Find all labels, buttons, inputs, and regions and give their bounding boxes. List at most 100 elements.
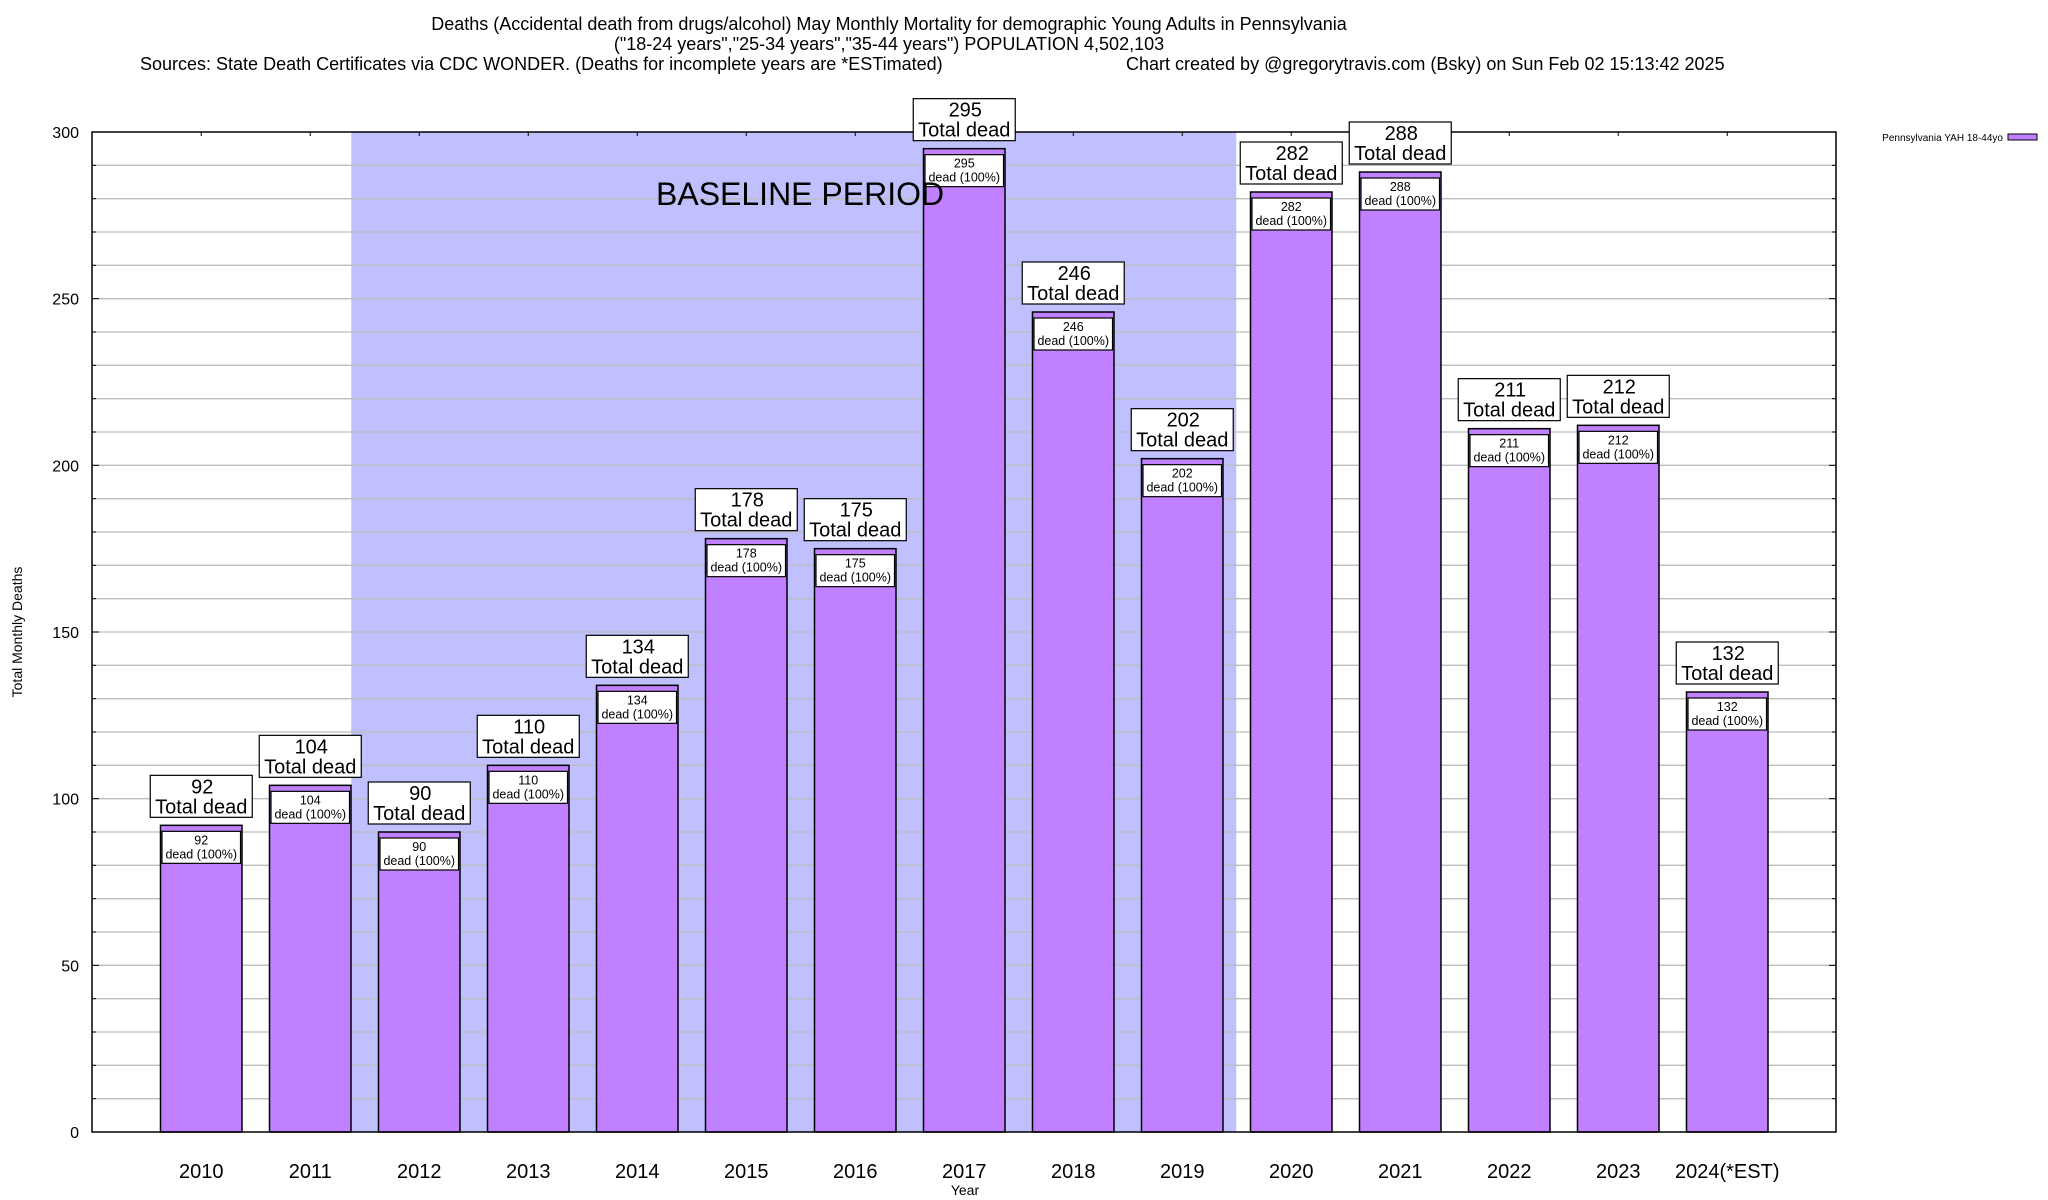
inner-label-text: dead (100%) (274, 807, 346, 821)
total-label-value: 92 (191, 776, 213, 798)
inner-label-value: 202 (1172, 467, 1193, 481)
baseline-period-annotation: BASELINE PERIOD (656, 176, 944, 212)
total-label-box (694, 488, 798, 532)
total-label-box (258, 734, 362, 778)
total-label-box (1239, 141, 1343, 185)
total-label-text: Total dead (482, 736, 574, 758)
total-label-box (1130, 408, 1234, 452)
inner-label-box (1142, 464, 1223, 498)
inner-label-value: 110 (518, 773, 538, 787)
total-label-value: 104 (295, 736, 328, 758)
inner-label-value: 295 (954, 157, 975, 171)
total-label-value: 132 (1712, 643, 1745, 665)
total-label-value: 134 (622, 636, 655, 658)
total-label-box (1566, 374, 1670, 418)
total-label-box (1457, 378, 1561, 422)
inner-label-box (815, 554, 896, 588)
y-tick-label: 50 (61, 958, 79, 975)
inner-label-box (270, 790, 351, 824)
y-tick-label: 250 (52, 292, 79, 309)
x-tick-label: 2023 (1596, 1161, 1641, 1183)
total-label-box (367, 781, 471, 825)
bar (1249, 191, 1333, 1133)
total-label-text: Total dead (264, 756, 356, 778)
total-label-box (476, 714, 580, 758)
total-label-text: Total dead (155, 796, 247, 818)
y-tick-label: 200 (52, 458, 79, 475)
x-tick-label: 2022 (1487, 1161, 1532, 1183)
total-label-value: 175 (840, 500, 873, 522)
total-label-text: Total dead (1136, 430, 1228, 452)
bar (1140, 457, 1224, 1133)
inner-label-text: dead (100%) (1582, 447, 1654, 461)
inner-label-text: dead (100%) (1691, 714, 1763, 728)
inner-label-box (706, 544, 787, 578)
inner-label-box (1578, 430, 1659, 464)
total-label-text: Total dead (1463, 400, 1555, 422)
total-label-text: Total dead (373, 803, 465, 825)
inner-label-value: 211 (1499, 437, 1519, 451)
bar (1467, 427, 1551, 1133)
x-tick-label: 2016 (833, 1161, 878, 1183)
inner-label-value: 134 (627, 693, 648, 707)
total-label-text: Total dead (1572, 396, 1664, 418)
total-label-value: 212 (1603, 376, 1636, 398)
total-label-value: 246 (1058, 263, 1091, 285)
x-axis-label: Year (951, 1182, 980, 1198)
bar (704, 537, 788, 1133)
bar (377, 831, 461, 1133)
x-tick-label: 2024(*EST) (1675, 1161, 1780, 1183)
inner-label-value: 282 (1281, 200, 1302, 214)
bar (922, 147, 1006, 1133)
bar (595, 684, 679, 1133)
inner-label-text: dead (100%) (492, 787, 564, 801)
inner-label-value: 90 (412, 840, 426, 854)
total-label-value: 211 (1494, 380, 1526, 402)
y-tick-label: 300 (52, 125, 79, 142)
bar (159, 824, 243, 1133)
legend-entry-label: Pennsylvania YAH 18-44yo (1882, 133, 2003, 144)
inner-label-box (1687, 697, 1768, 731)
inner-label-box (1251, 197, 1332, 231)
total-label-text: Total dead (700, 510, 792, 532)
total-label-text: Total dead (1027, 283, 1119, 305)
total-label-value: 295 (949, 100, 982, 122)
inner-label-box (379, 837, 460, 871)
inner-label-box (1360, 177, 1441, 211)
legend-swatch (2007, 133, 2038, 141)
bar (1576, 424, 1660, 1133)
total-label-box (1021, 261, 1125, 305)
inner-label-box (488, 770, 569, 804)
x-tick-label: 2010 (179, 1161, 224, 1183)
x-tick-label: 2019 (1160, 1161, 1205, 1183)
total-label-box (149, 774, 253, 818)
inner-label-box (161, 830, 242, 864)
inner-label-text: dead (100%) (383, 854, 455, 868)
x-tick-label: 2017 (942, 1161, 987, 1183)
inner-label-text: dead (100%) (1255, 214, 1327, 228)
y-tick-label: 0 (70, 1125, 79, 1142)
inner-label-value: 288 (1390, 180, 1411, 194)
inner-label-value: 175 (845, 557, 866, 571)
inner-label-value: 212 (1608, 433, 1629, 447)
